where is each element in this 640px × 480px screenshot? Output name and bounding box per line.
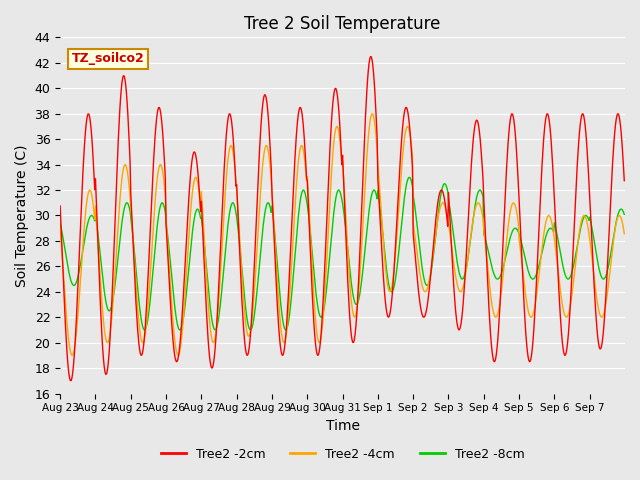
Title: Tree 2 Soil Temperature: Tree 2 Soil Temperature xyxy=(244,15,441,33)
Y-axis label: Soil Temperature (C): Soil Temperature (C) xyxy=(15,144,29,287)
Text: TZ_soilco2: TZ_soilco2 xyxy=(72,52,144,65)
Legend: Tree2 -2cm, Tree2 -4cm, Tree2 -8cm: Tree2 -2cm, Tree2 -4cm, Tree2 -8cm xyxy=(156,443,529,466)
X-axis label: Time: Time xyxy=(326,419,360,433)
